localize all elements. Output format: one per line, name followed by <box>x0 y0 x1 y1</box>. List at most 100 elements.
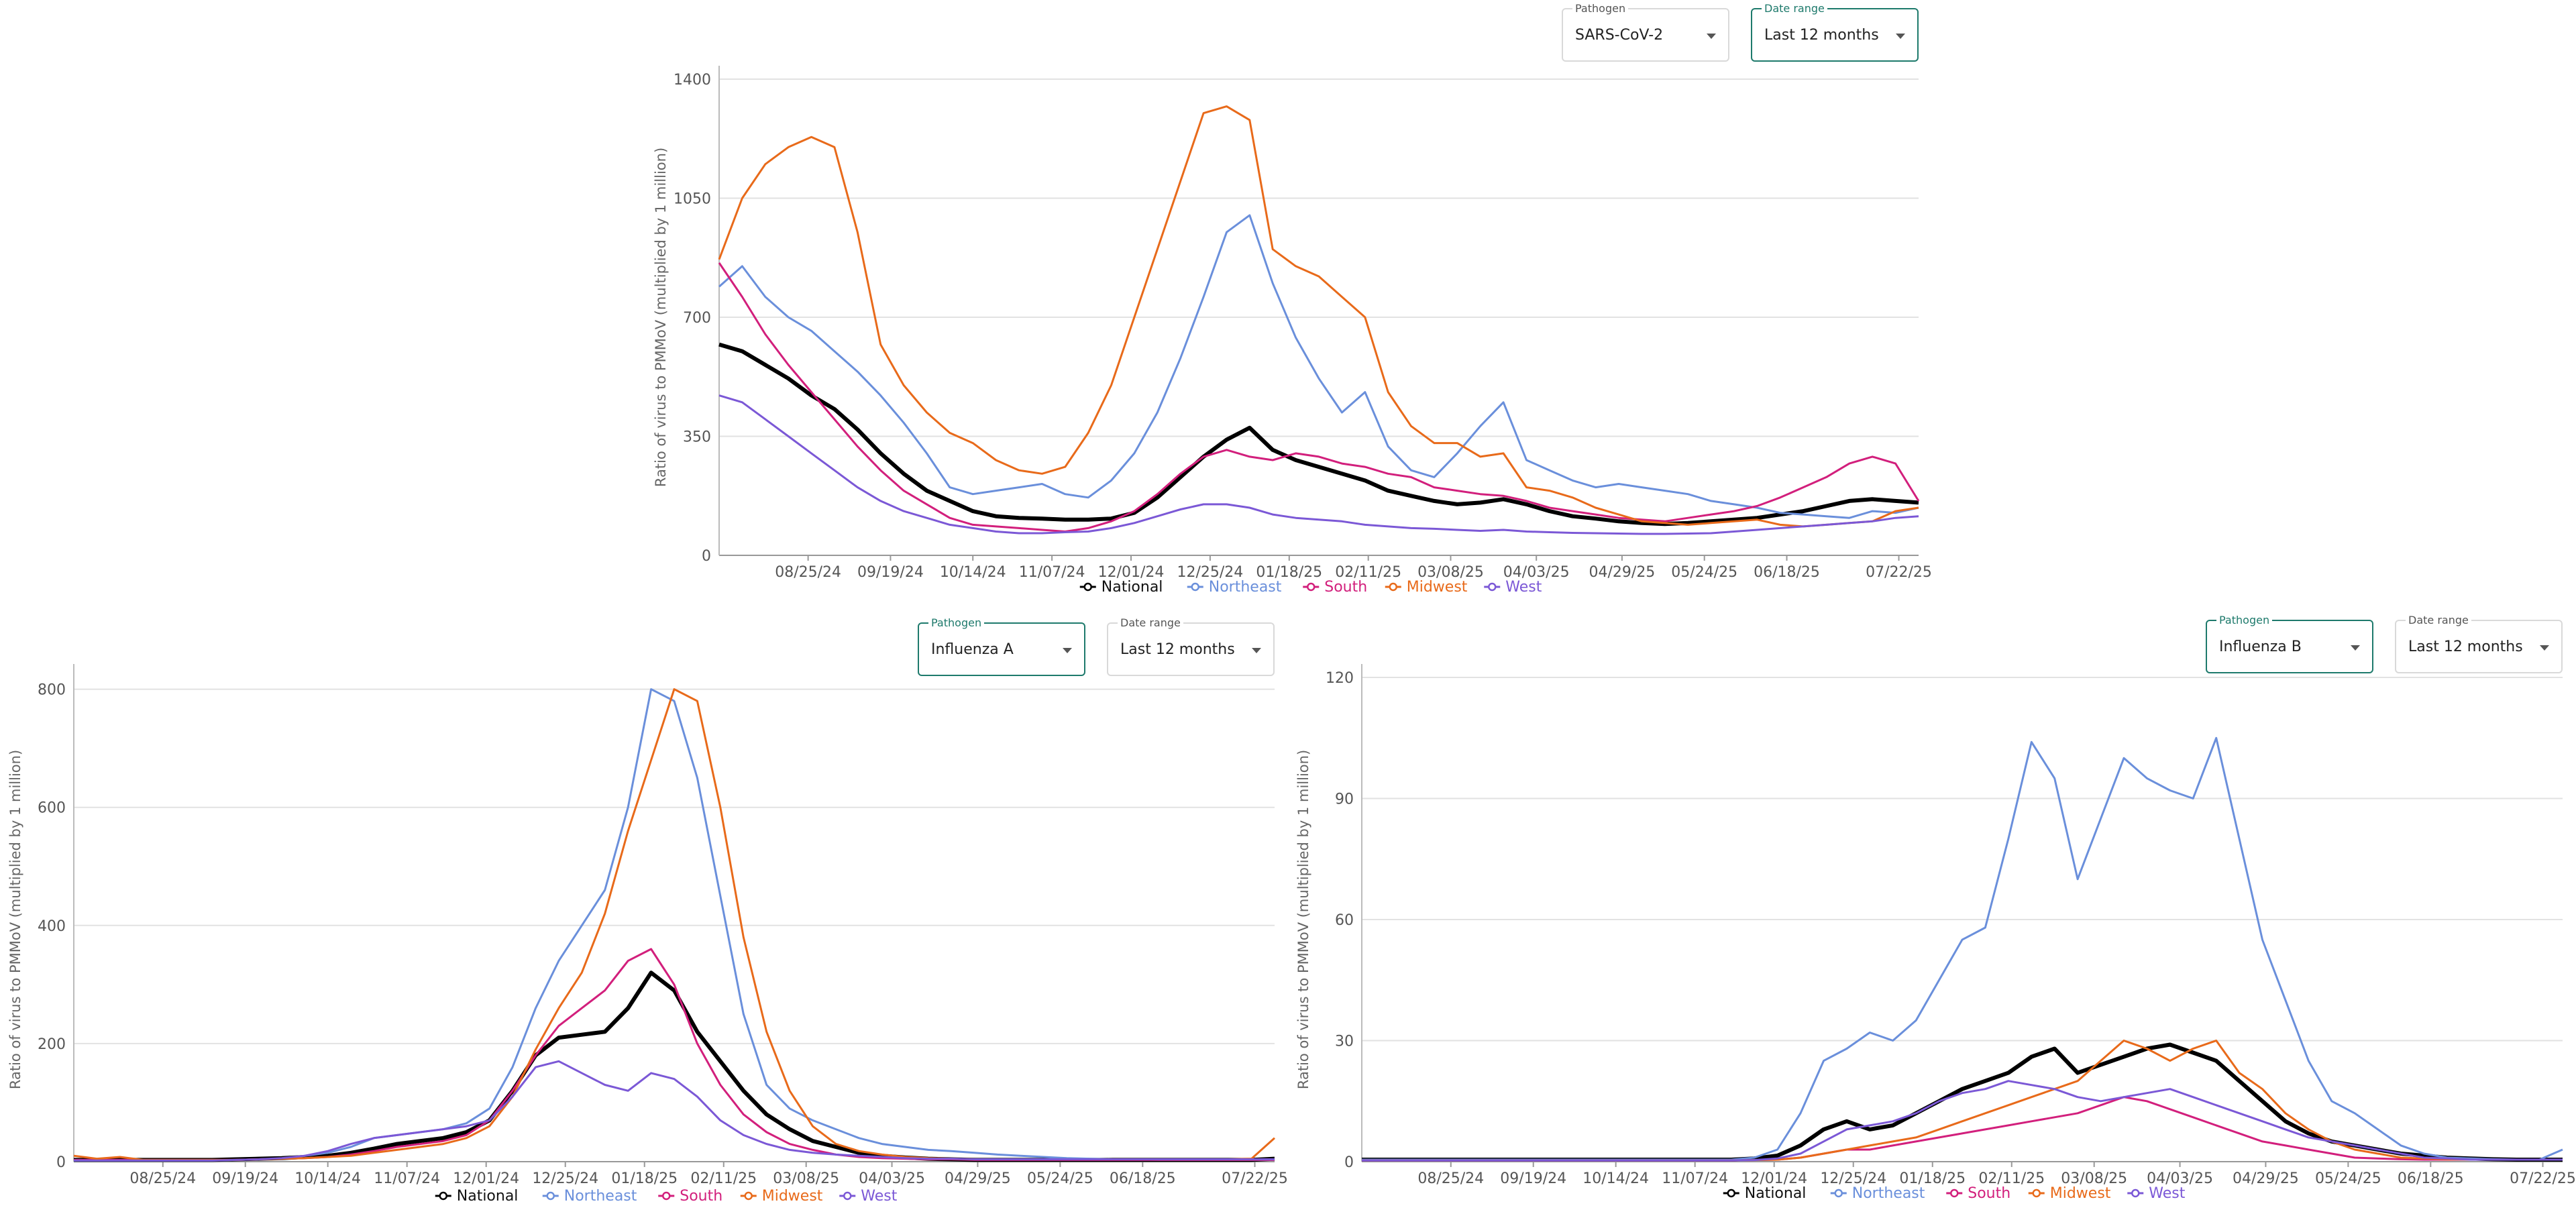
y-tick-label: 350 <box>683 429 711 446</box>
chevron-down-icon <box>1707 34 1716 39</box>
pathogen-select-value: Influenza B <box>2219 639 2302 655</box>
series-line-northeast <box>718 214 1919 519</box>
svg-text:Midwest: Midwest <box>762 1188 823 1205</box>
y-tick-label: 60 <box>1335 912 1354 929</box>
pathogen-select[interactable]: Pathogen Influenza B <box>2206 614 2373 673</box>
x-tick-label: 11/07/24 <box>374 1170 440 1187</box>
chart-panel-sars-cov-2: Pathogen SARS-CoV-2 Date range Last 12 m… <box>644 0 1932 610</box>
x-tick-label: 01/18/25 <box>1256 564 1322 581</box>
legend-item-west[interactable]: West <box>839 1188 898 1205</box>
x-tick-label: 04/03/25 <box>859 1170 925 1187</box>
y-tick-label: 0 <box>1344 1154 1354 1171</box>
date-range-select[interactable]: Date range Last 12 months <box>2395 614 2563 673</box>
line-chart-influenza-a: 0 200 400 600 800 Ratio of virus to PMMoV (mu… <box>7 664 1288 1205</box>
x-tick-label: 04/29/25 <box>2233 1170 2299 1187</box>
svg-text:Midwest: Midwest <box>1407 579 1468 596</box>
x-tick-label: 09/19/24 <box>1500 1170 1566 1187</box>
pathogen-select-value: Influenza A <box>931 641 1014 658</box>
x-tick-label: 02/11/25 <box>1978 1170 2045 1187</box>
svg-text:Northeast: Northeast <box>564 1188 637 1205</box>
x-tick-label: 12/25/24 <box>1820 1170 1886 1187</box>
legend-item-national[interactable]: National <box>435 1188 519 1205</box>
date-range-select-value: Last 12 months <box>1120 641 1235 658</box>
y-tick-label: 1400 <box>674 72 711 89</box>
series-line-south <box>718 262 1920 533</box>
svg-text:National: National <box>1745 1185 1807 1202</box>
chevron-down-icon <box>2540 645 2549 651</box>
x-tick-label: 09/19/24 <box>857 564 924 581</box>
y-tick-label: 0 <box>702 548 711 565</box>
x-tick-label: 12/01/24 <box>453 1170 519 1187</box>
x-tick-label: 04/29/25 <box>1589 564 1656 581</box>
svg-text:Midwest: Midwest <box>2050 1185 2111 1202</box>
date-range-select-value: Last 12 months <box>2408 639 2523 655</box>
x-tick-label: 01/18/25 <box>1899 1170 1966 1187</box>
svg-text:West: West <box>2149 1185 2185 1202</box>
x-tick-label: 12/25/24 <box>532 1170 598 1187</box>
y-tick-label: 1050 <box>674 191 711 208</box>
x-tick-label: 02/11/25 <box>690 1170 757 1187</box>
svg-text:South: South <box>1324 579 1367 596</box>
date-range-select-label: Date range <box>1762 2 1827 15</box>
svg-text:Northeast: Northeast <box>1852 1185 1925 1202</box>
series-line-west <box>718 394 1919 535</box>
x-tick-label: 04/03/25 <box>1503 564 1570 581</box>
x-tick-label: 09/19/24 <box>212 1170 278 1187</box>
x-tick-label: 11/07/24 <box>1662 1170 1728 1187</box>
x-tick-label: 03/08/25 <box>2061 1170 2127 1187</box>
y-axis-label: Ratio of virus to PMMoV (multiplied by 1… <box>7 750 23 1089</box>
chevron-down-icon <box>1896 34 1905 39</box>
legend-item-northeast[interactable]: Northeast <box>1187 579 1282 596</box>
date-range-select-label: Date range <box>2406 614 2471 626</box>
legend-item-west[interactable]: West <box>2127 1185 2186 1202</box>
x-tick-label: 05/24/25 <box>1671 564 1737 581</box>
legend-item-south[interactable]: South <box>658 1188 722 1205</box>
chevron-down-icon <box>1063 648 1072 653</box>
x-tick-label: 10/14/24 <box>1582 1170 1649 1187</box>
line-chart-influenza-b: 0 30 60 90 120 Ratio of virus to PMMoV (multi… <box>1295 664 2576 1202</box>
svg-text:National: National <box>457 1188 519 1205</box>
svg-text:Northeast: Northeast <box>1209 579 1282 596</box>
y-tick-label: 200 <box>38 1036 66 1053</box>
x-tick-label: 07/22/25 <box>1866 564 1932 581</box>
x-tick-label: 08/25/24 <box>775 564 841 581</box>
legend-item-northeast[interactable]: Northeast <box>542 1188 637 1205</box>
svg-text:West: West <box>1505 579 1542 596</box>
y-tick-label: 400 <box>38 918 66 935</box>
chart-panel-influenza-a: Pathogen Influenza A Date range Last 12 … <box>0 610 1288 1218</box>
series-line-national <box>1362 1042 2563 1162</box>
pathogen-select-label: Pathogen <box>2216 614 2273 626</box>
series-line-midwest <box>1362 1040 2563 1162</box>
x-tick-label: 06/18/25 <box>2398 1170 2464 1187</box>
date-range-select[interactable]: Date range Last 12 months <box>1751 2 1919 62</box>
pathogen-select[interactable]: Pathogen Influenza A <box>918 616 1085 676</box>
legend-item-national[interactable]: National <box>1723 1185 1807 1202</box>
x-tick-label: 06/18/25 <box>1754 564 1820 581</box>
legend-item-south[interactable]: South <box>1946 1185 2010 1202</box>
x-tick-label: 03/08/25 <box>1417 564 1484 581</box>
legend-item-midwest[interactable]: Midwest <box>1385 579 1468 596</box>
series-line-south <box>74 948 1275 1161</box>
svg-text:National: National <box>1102 579 1163 596</box>
series-line-national <box>74 971 1275 1162</box>
date-range-select[interactable]: Date range Last 12 months <box>1107 616 1275 676</box>
y-tick-label: 800 <box>38 682 66 699</box>
x-tick-label: 03/08/25 <box>773 1170 839 1187</box>
pathogen-select[interactable]: Pathogen SARS-CoV-2 <box>1562 2 1729 62</box>
x-tick-label: 07/22/25 <box>1222 1170 1288 1187</box>
y-axis-label: Ratio of virus to PMMoV (multiplied by 1… <box>1295 750 1311 1089</box>
x-tick-label: 12/01/24 <box>1098 564 1165 581</box>
legend-item-northeast[interactable]: Northeast <box>1830 1185 1925 1202</box>
x-tick-label: 07/22/25 <box>2510 1170 2576 1187</box>
legend-item-midwest[interactable]: Midwest <box>740 1188 823 1205</box>
svg-text:South: South <box>1968 1185 2010 1202</box>
date-range-select-value: Last 12 months <box>1764 27 1879 44</box>
legend-item-west[interactable]: West <box>1484 579 1542 596</box>
line-chart-sars-cov-2: 0 350 700 1050 1400 Ratio of virus to PMMoV (… <box>653 66 1932 596</box>
legend-item-midwest[interactable]: Midwest <box>2028 1185 2111 1202</box>
y-tick-label: 120 <box>1326 670 1354 687</box>
legend-item-south[interactable]: South <box>1303 579 1367 596</box>
svg-text:West: West <box>861 1188 897 1205</box>
x-tick-label: 02/11/25 <box>1335 564 1401 581</box>
legend-item-national[interactable]: National <box>1079 579 1163 596</box>
